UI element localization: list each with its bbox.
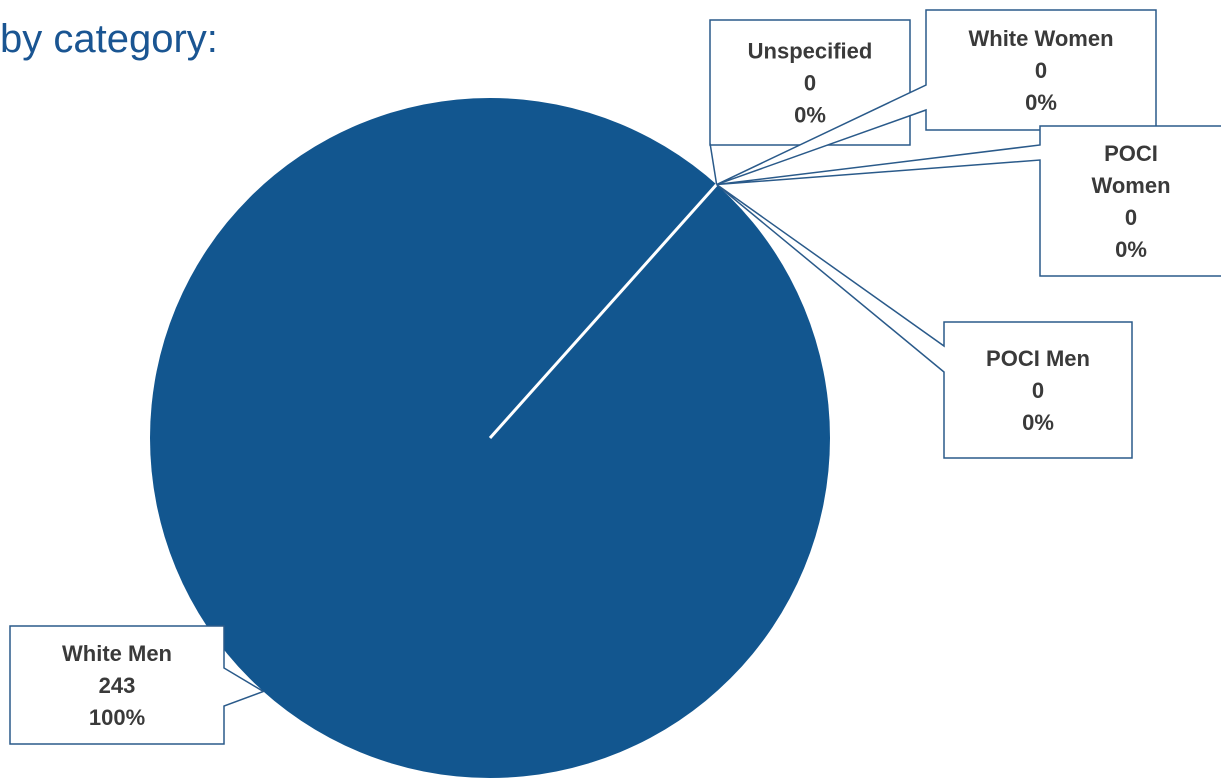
slice-separator [488,183,718,439]
callout-label-4: White Men [62,641,172,666]
callout-4: White Men 243 100% [9,625,266,745]
callout-value-2: 0 [1125,205,1137,230]
callout-label-1: White Women [968,26,1113,51]
callout-2: POCI Women 0 0% [716,125,1221,277]
callout-percent-4: 100% [89,705,145,730]
callout-value-3: 0 [1032,378,1044,403]
callout-percent-1: 0% [1025,90,1057,115]
callout-value-0: 0 [804,71,816,96]
callout-box-1 [716,9,1157,186]
callout-label-3: POCI Men [986,346,1090,371]
callout-label-2-0: POCI [1104,141,1158,166]
callout-1: White Women 0 0% [716,9,1157,186]
callout-value-4: 243 [99,673,136,698]
callout-3: POCI Men 0 0% [716,183,1133,459]
callout-0: Unspecified 0 0% [709,19,911,185]
callout-percent-3: 0% [1022,410,1054,435]
callout-label-2-1: Women [1091,173,1170,198]
callout-text-4: White Men 243 100% [62,641,172,730]
callout-percent-2: 0% [1115,237,1147,262]
callout-box-2 [716,125,1221,277]
chart-heading: by category: [0,17,218,61]
callout-percent-0: 0% [794,103,826,128]
callout-box-0 [709,19,911,185]
callout-text-0: Unspecified 0 0% [748,39,873,128]
callout-text-2: POCI Women 0 0% [1091,141,1170,262]
callout-label-0: Unspecified [748,39,873,64]
callout-box-3 [716,183,1133,459]
callout-box-4 [9,625,266,745]
callout-value-1: 0 [1035,58,1047,83]
callout-text-1: White Women 0 0% [968,26,1113,115]
callout-text-3: POCI Men 0 0% [986,346,1090,435]
